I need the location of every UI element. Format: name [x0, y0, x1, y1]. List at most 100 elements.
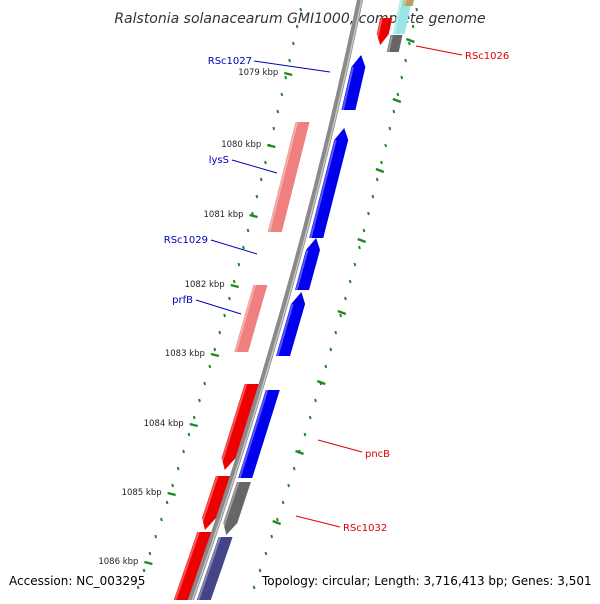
minor-tick [384, 143, 388, 148]
minor-tick [358, 245, 361, 250]
gene-label: RSc1027 [208, 56, 252, 67]
minor-tick [237, 262, 241, 267]
scale-label: 1083 kbp [165, 349, 205, 359]
cds-rev-3-shade [174, 531, 200, 601]
cds-pncb-fwd-shade [238, 389, 269, 479]
misc-top-2 [402, 0, 414, 6]
gene-label: lysS [209, 155, 229, 166]
rna-feature-1-shade [268, 121, 299, 233]
leader-line [195, 299, 242, 315]
minor-tick [400, 75, 404, 80]
minor-tick [176, 466, 180, 471]
backbone-highlight [190, 0, 363, 604]
minor-tick [270, 534, 274, 539]
leader-line [295, 515, 341, 528]
minor-tick [415, 7, 419, 12]
major-tick [167, 491, 176, 497]
cds-rev-2 [202, 476, 230, 530]
scale-label: 1084 kbp [144, 419, 184, 429]
minor-tick [344, 296, 347, 301]
minor-tick [303, 432, 307, 437]
label-leaders [195, 45, 463, 528]
scale-label: 1086 kbp [98, 557, 138, 567]
minor-tick [228, 296, 231, 301]
rna-feature-2-shade [234, 284, 256, 353]
minor-tick [276, 109, 280, 114]
map-title: Ralstonia solanacearum GMI1000, complete… [114, 11, 485, 27]
minor-tick [287, 483, 291, 488]
cds-rev-3 [173, 532, 212, 600]
major-tick [375, 167, 385, 174]
cds-rsc1027 [341, 55, 366, 110]
minor-tick [272, 126, 276, 131]
leader-line [415, 45, 463, 56]
minor-tick [223, 313, 226, 318]
scale-label: 1082 kbp [185, 280, 225, 290]
major-tick [266, 143, 276, 149]
leader-line [231, 159, 278, 174]
minor-tick [308, 415, 312, 420]
pseudo-top-shade [387, 34, 393, 53]
minor-tick [192, 415, 196, 420]
cds-next-shade [197, 536, 222, 601]
minor-tick [232, 279, 236, 284]
minor-tick [142, 568, 146, 573]
accession-label: Accession: NC_003295 [9, 574, 146, 588]
minor-tick [154, 534, 158, 539]
rna-feature-1 [267, 122, 310, 232]
minor-tick [276, 517, 279, 522]
misc-top-2-shade [403, 0, 407, 7]
cds-lyss-shade [309, 139, 337, 239]
cds-rev-2-shade [198, 475, 219, 531]
major-tick [405, 37, 415, 44]
minor-tick [218, 330, 222, 335]
minor-tick [259, 177, 263, 182]
minor-tick [264, 160, 267, 165]
minor-tick [284, 75, 288, 80]
pseudo-rsc1032-shade [219, 481, 240, 536]
minor-tick [292, 466, 296, 471]
minor-tick [292, 41, 295, 46]
minor-tick [380, 160, 383, 165]
major-tick [392, 97, 402, 104]
major-tick [249, 213, 258, 219]
cds-rsc1027-shade [341, 66, 354, 111]
minor-tick [281, 500, 285, 505]
minor-tick [136, 585, 140, 590]
minor-tick [388, 126, 392, 131]
minor-tick [411, 24, 415, 29]
major-tick [357, 237, 367, 244]
major-tick [230, 283, 239, 289]
genome-summary: Topology: circular; Length: 3,716,413 bp… [262, 574, 592, 588]
scale-label: 1079 kbp [238, 68, 278, 78]
rna-feature-2 [234, 285, 268, 352]
tick-marks [136, 7, 419, 590]
minor-tick [367, 211, 370, 216]
genome-backbone [186, 0, 364, 604]
minor-tick [362, 228, 366, 233]
cds-rsc1029 [295, 238, 320, 290]
minor-tick [213, 347, 217, 352]
minor-tick [392, 109, 396, 114]
minor-tick [258, 568, 262, 573]
cds-pncb [221, 384, 259, 470]
minor-tick [280, 92, 284, 97]
cds-rsc1026 [376, 18, 393, 45]
scale-label: 1080 kbp [221, 140, 261, 150]
gene-label: pncB [365, 449, 390, 460]
minor-tick [165, 500, 169, 505]
minor-tick [198, 398, 201, 403]
minor-tick [203, 381, 207, 386]
minor-tick [339, 313, 342, 318]
minor-tick [251, 211, 254, 216]
minor-tick [324, 364, 328, 369]
feature-track [173, 0, 414, 601]
scale-label: 1081 kbp [204, 210, 244, 220]
gene-label: prfB [172, 295, 193, 306]
major-tick [210, 352, 220, 358]
major-tick [144, 560, 153, 566]
minor-tick [353, 262, 357, 267]
minor-tick [171, 483, 175, 488]
minor-tick [242, 245, 245, 250]
